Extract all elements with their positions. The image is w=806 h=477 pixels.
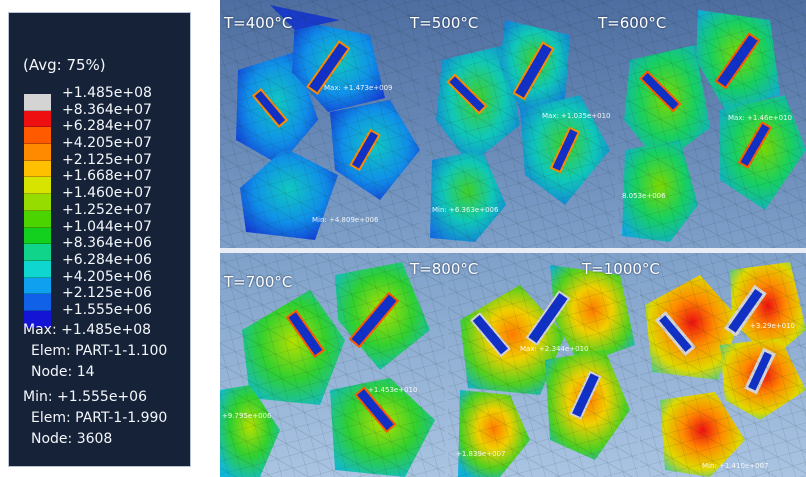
legend-value: +8.364e+07: [62, 101, 152, 118]
legend-swatch: [24, 277, 51, 295]
max-element: Elem: PART-1-1.100: [31, 343, 168, 359]
min-value: Min: +1.555e+06: [23, 389, 147, 405]
legend-value: +4.205e+07: [62, 135, 152, 152]
panel-700-grains: [220, 253, 445, 477]
panel-400-min: Min: +4.809e+006: [312, 216, 379, 224]
panel-800-min: +1.839e+007: [456, 450, 506, 458]
legend-values: +1.485e+08 +8.364e+07 +6.284e+07 +4.205e+07…: [62, 85, 152, 319]
panel-600-min: 8.053e+006: [622, 192, 666, 200]
legend-value: +1.485e+08: [62, 85, 152, 101]
legend-value: +1.555e+06: [62, 301, 152, 318]
panel-500-grains: [425, 0, 615, 248]
legend-swatch: [24, 110, 51, 128]
legend-value: +1.668e+07: [62, 168, 152, 185]
panel-600-max: Max: +1.46e+010: [728, 114, 793, 122]
legend-swatch: [24, 127, 51, 145]
panel-700-min: +9.795e+006: [222, 412, 272, 420]
panel-400-label: T=400°C: [224, 14, 293, 32]
panel-700-max: +1.453e+010: [368, 386, 418, 394]
min-element: Elem: PART-1-1.990: [31, 410, 168, 426]
panel-500-label: T=500°C: [410, 14, 479, 32]
max-node: Node: 14: [31, 364, 95, 380]
legend-value: +1.460e+07: [62, 185, 152, 202]
panel-800-label: T=800°C: [410, 260, 479, 278]
legend-swatch: [24, 260, 51, 278]
panel-700-label: T=700°C: [224, 273, 293, 291]
legend-swatch: [24, 194, 51, 211]
legend-swatch: [24, 177, 51, 195]
legend-swatch: [24, 210, 51, 228]
min-node: Node: 3608: [31, 431, 113, 447]
legend-value: +1.044e+07: [62, 218, 152, 235]
legend-swatch: [24, 144, 51, 161]
panel-1000-label: T=1000°C: [582, 260, 660, 278]
panel-500-max: Max: +1.035e+010: [542, 112, 611, 120]
legend-value: +2.125e+06: [62, 285, 152, 302]
legend-swatch: [24, 244, 51, 261]
simulation-panels: T=400°C T=500°C T=600°C T=700°C T=800°C …: [220, 0, 806, 477]
panel-1000-max: +3.29e+010: [750, 322, 795, 330]
panel-600-grains: [618, 0, 806, 248]
max-value: Max: +1.485e+08: [23, 322, 152, 338]
contour-legend: (Avg: 75%) +1.485e+08 +8.364e+07 +6.284e+0…: [8, 12, 191, 467]
legend-swatch: [24, 160, 51, 178]
panel-600-label: T=600°C: [598, 14, 667, 32]
legend-color-bar: [24, 94, 51, 328]
panel-800-grains: [448, 253, 638, 477]
legend-value: +6.284e+06: [62, 251, 152, 268]
legend-average-label: (Avg: 75%): [23, 56, 106, 74]
legend-value: +6.284e+07: [62, 118, 152, 135]
legend-extrema: Max: +1.485e+08 Elem: PART-1-1.100 Node:…: [23, 320, 167, 450]
legend-value: +1.252e+07: [62, 201, 152, 218]
panel-400-grains: [220, 0, 420, 248]
legend-swatch: [24, 294, 51, 311]
legend-swatch: [24, 227, 51, 245]
legend-value: +2.125e+07: [62, 151, 152, 168]
row-separator: [220, 248, 806, 253]
panel-800-max: Max: +2.344e+010: [520, 345, 589, 353]
fem-mesh-graphics: [220, 0, 806, 477]
panel-1000-min: Min: +1.410e+007: [702, 462, 769, 470]
panel-500-min: Min: +6.363e+006: [432, 206, 499, 214]
panel-400-max: Max: +1.473e+009: [324, 84, 393, 92]
legend-value: +8.364e+06: [62, 235, 152, 252]
legend-value: +4.205e+06: [62, 268, 152, 285]
legend-swatch: [24, 310, 51, 328]
legend-swatch: [24, 94, 51, 111]
panel-1000-grains: [640, 253, 806, 477]
